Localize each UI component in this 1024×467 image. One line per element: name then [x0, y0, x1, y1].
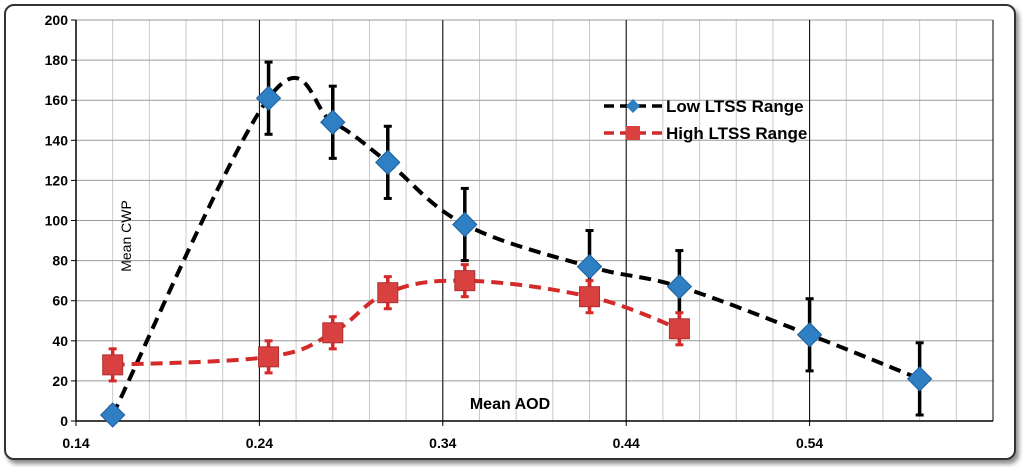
high-ltss-point — [454, 270, 476, 292]
low-ltss-point — [906, 366, 933, 392]
low-ltss-point — [666, 273, 693, 300]
legend-low-label: Low LTSS Range — [666, 97, 804, 116]
low-ltss-point — [320, 109, 346, 135]
high-ltss-point — [579, 286, 601, 308]
y-tick-label: 200 — [45, 12, 69, 28]
y-axis-label: Mean CWP — [118, 200, 134, 272]
high-ltss-point — [322, 322, 344, 344]
high-ltss-point — [668, 318, 690, 340]
x-tick-label: 0.24 — [246, 435, 273, 451]
legend-high-marker — [626, 126, 640, 140]
low-ltss-point — [576, 253, 603, 280]
legend-high-label: High LTSS Range — [666, 124, 807, 143]
y-tick-labels: 0 20 40 60 80 100 120 140 160 180 200 — [45, 12, 69, 429]
low-ltss-point — [375, 149, 401, 176]
y-tick-label: 40 — [52, 333, 68, 349]
legend-low-marker — [626, 99, 640, 113]
x-axis-label: Mean AOD — [470, 396, 550, 413]
series-markers — [99, 85, 933, 428]
legend: Low LTSS Range High LTSS Range — [604, 97, 807, 143]
high-ltss-point — [258, 346, 280, 368]
axes — [71, 19, 993, 426]
high-ltss-point — [102, 354, 124, 376]
y-tick-label: 100 — [45, 213, 69, 229]
x-tick-label: 0.34 — [429, 435, 456, 451]
y-tick-label: 60 — [52, 293, 68, 309]
low-ltss-point — [452, 211, 478, 238]
low-ltss-line — [110, 76, 921, 416]
y-tick-label: 180 — [45, 52, 69, 68]
y-tick-label: 20 — [52, 373, 68, 389]
chart-frame — [4, 4, 1016, 460]
low-ltss-point — [99, 402, 126, 428]
x-tick-labels: 0.14 0.24 0.34 0.44 0.54 — [62, 435, 823, 451]
high-ltss-point — [377, 282, 399, 304]
low-ltss-point — [796, 322, 823, 348]
y-tick-label: 140 — [45, 132, 69, 148]
y-tick-label: 0 — [60, 413, 68, 429]
low-ltss-point — [255, 85, 282, 111]
x-tick-label: 0.54 — [796, 435, 823, 451]
x-tick-label: 0.44 — [613, 435, 640, 451]
x-tick-label: 0.14 — [62, 435, 89, 451]
y-tick-label: 120 — [45, 172, 69, 188]
y-tick-label: 160 — [45, 92, 69, 108]
y-tick-label: 80 — [52, 253, 68, 269]
